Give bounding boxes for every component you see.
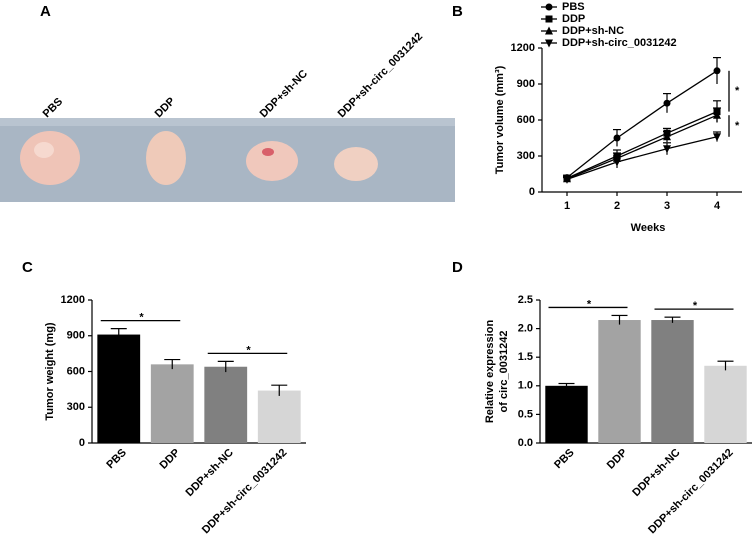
- photo-highlight: [0, 118, 455, 126]
- y-tick-label: 0: [529, 186, 535, 198]
- annotation: *: [587, 298, 592, 310]
- bar: [204, 366, 248, 443]
- x-tick-label: DDP: [605, 447, 630, 472]
- y-tick-label: 600: [67, 365, 85, 377]
- y-tick-label: 300: [67, 401, 85, 413]
- x-tick-label: 2: [614, 200, 620, 212]
- legend-marker: [545, 39, 553, 48]
- bar: [651, 320, 694, 443]
- photo-caption: DDP+sh-circ_0031242: [336, 31, 426, 121]
- bar: [97, 334, 141, 443]
- y-axis-label: Relative expression: [484, 320, 496, 424]
- y-tick-label: 900: [67, 330, 85, 342]
- y-tick-label: 2.5: [518, 294, 533, 306]
- tumor: [246, 141, 298, 181]
- bar: [545, 385, 588, 443]
- photo-panel: A: [0, 3, 455, 202]
- legend-marker: [545, 3, 553, 11]
- series-line: [566, 111, 718, 179]
- annotation: *: [735, 85, 740, 97]
- annotation: *: [735, 120, 740, 132]
- legend-marker: [545, 15, 553, 23]
- series-line: [566, 114, 718, 180]
- point: [713, 67, 721, 75]
- legend-marker: [545, 26, 553, 35]
- x-tick-label: PBS: [552, 447, 576, 471]
- x-tick-label: 3: [664, 200, 670, 212]
- y-axis-label: Tumor volume (mm³): [494, 65, 506, 174]
- legend-label: DDP+sh-circ_0031242: [562, 37, 677, 49]
- legend-label: PBS: [562, 1, 585, 13]
- y-tick-label: 1200: [511, 42, 535, 54]
- x-tick-label: DDP: [158, 447, 183, 472]
- series-line: [566, 70, 718, 179]
- bar: [704, 365, 747, 443]
- panel-letter: A: [40, 3, 51, 20]
- x-tick-label: DDP+sh-NC: [184, 447, 236, 499]
- point: [663, 145, 671, 154]
- y-tick-label: 1.0: [518, 380, 533, 392]
- x-tick-label: DDP+sh-NC: [630, 447, 682, 499]
- annotation: *: [139, 312, 144, 324]
- tumor-highlight: [34, 142, 54, 158]
- y-tick-label: 1200: [61, 294, 85, 306]
- panel-letter: B: [452, 3, 463, 20]
- y-tick-label: 300: [517, 150, 535, 162]
- x-axis-label: Weeks: [631, 222, 666, 234]
- series-line: [566, 136, 718, 181]
- point: [613, 158, 621, 167]
- tumor: [146, 131, 186, 185]
- tumor: [334, 147, 378, 181]
- bar: [257, 390, 301, 443]
- legend-label: DDP: [562, 13, 585, 25]
- x-tick-label: 1: [564, 200, 570, 212]
- photo-caption: DDP: [153, 95, 178, 120]
- y-tick-label: 0.5: [518, 408, 533, 420]
- tumor: [20, 131, 80, 185]
- y-tick-label: 0.0: [518, 437, 533, 449]
- y-tick-label: 900: [517, 78, 535, 90]
- annotation: *: [246, 344, 251, 356]
- point: [663, 132, 671, 141]
- y-tick-label: 2.0: [518, 323, 533, 335]
- point: [613, 134, 621, 142]
- point: [713, 133, 721, 142]
- x-tick-label: PBS: [104, 447, 128, 471]
- point: [713, 110, 721, 119]
- y-axis-label: of circ_0031242: [498, 331, 510, 413]
- point: [563, 175, 571, 184]
- panel-letter: D: [452, 259, 463, 276]
- y-tick-label: 0: [79, 437, 85, 449]
- bar: [150, 364, 194, 443]
- photo-caption: PBS: [41, 96, 65, 120]
- y-axis-label: Tumor weight (mg): [44, 322, 56, 421]
- legend-label: DDP+sh-NC: [562, 25, 624, 37]
- panel-letter: C: [22, 259, 33, 276]
- bar: [598, 320, 641, 443]
- annotation: *: [693, 300, 698, 312]
- y-tick-label: 600: [517, 114, 535, 126]
- x-tick-label: 4: [714, 200, 721, 212]
- photo-caption: DDP+sh-NC: [258, 68, 310, 120]
- point: [663, 99, 671, 107]
- tumor-spot: [262, 148, 274, 156]
- y-tick-label: 1.5: [518, 351, 533, 363]
